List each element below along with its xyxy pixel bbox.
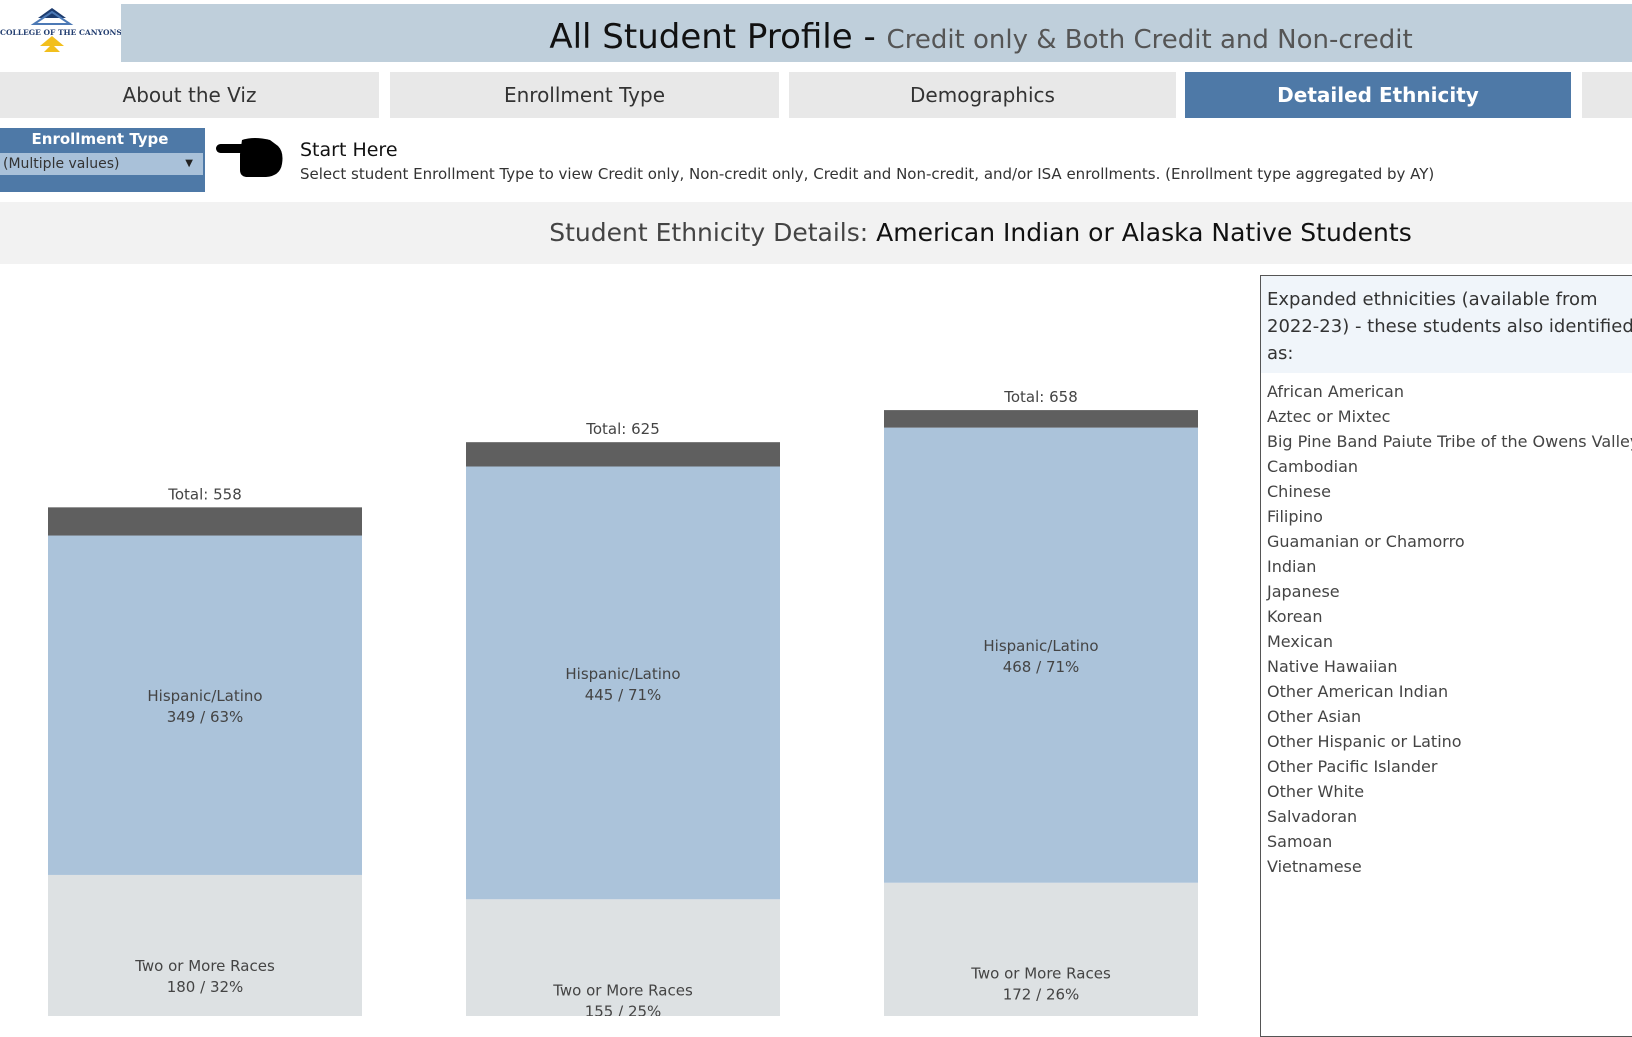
expanded-ethnicities-list: African American Aztec or Mixtec Big Pine … — [1261, 373, 1632, 879]
ethnicity-list-item: Cambodian — [1267, 457, 1359, 476]
pointing-hand-icon — [216, 138, 283, 177]
panel-heading: Expanded ethnicities (available from 202… — [1261, 276, 1632, 373]
section-title-lead: Student Ethnicity Details: — [549, 218, 877, 247]
start-here-instructions: Select student Enrollment Type to view C… — [300, 165, 1435, 183]
bar-segment[interactable] — [48, 507, 362, 536]
enrollment-type-dropdown[interactable]: (Multiple values) ▼ — [0, 153, 203, 175]
tab-detailed-ethnicity[interactable]: Detailed Ethnicity — [1185, 72, 1571, 118]
bar-total-label: Total: 558 — [167, 485, 241, 503]
segment-label: Two or More Races — [552, 981, 693, 999]
bar-segment[interactable] — [884, 410, 1198, 428]
segment-label: Hispanic/Latino — [983, 637, 1098, 655]
bar-segment[interactable] — [466, 466, 780, 900]
segment-label: Two or More Races — [970, 965, 1111, 983]
ethnicity-list-item: Native Hawaiian — [1267, 657, 1398, 676]
bar-segment[interactable] — [48, 874, 362, 1016]
filter-label: Enrollment Type — [31, 130, 169, 148]
ethnicity-list-item: Aztec or Mixtec — [1267, 407, 1391, 426]
ethnicity-list-item: Korean — [1267, 607, 1323, 626]
section-band — [0, 202, 1632, 264]
tab-about-the-viz[interactable]: About the Viz — [0, 72, 379, 118]
header-bar — [121, 4, 1632, 62]
ethnicity-list-item: Chinese — [1267, 482, 1331, 501]
segment-value-label: 155 / 25% — [585, 1002, 662, 1016]
ethnicity-list-item: African American — [1267, 382, 1404, 401]
segment-label: Two or More Races — [134, 957, 275, 975]
filter-value: (Multiple values) — [3, 156, 120, 172]
segment-value-label: 180 / 32% — [167, 978, 244, 996]
segment-value-label: 349 / 63% — [167, 708, 244, 726]
bar-total-label: Total: 658 — [1003, 388, 1077, 406]
tab-demographics[interactable]: Demographics — [789, 72, 1176, 118]
bar-segment[interactable] — [884, 882, 1198, 1016]
ethnicity-list-item: Big Pine Band Paiute Tribe of the Owens … — [1267, 432, 1632, 451]
logo-text: COLLEGE OF THE CANYONS — [0, 28, 122, 37]
ethnicity-list-item: Salvadoran — [1267, 807, 1358, 826]
ethnicity-list-item: Other Asian — [1267, 707, 1362, 726]
segment-value-label: 445 / 71% — [585, 686, 662, 704]
section-title: Student Ethnicity Details: American Indi… — [0, 202, 1632, 264]
ethnicity-list-item: Other White — [1267, 782, 1365, 801]
segment-value-label: 172 / 26% — [1003, 986, 1080, 1004]
segment-label: Hispanic/Latino — [147, 687, 262, 705]
ethnicity-list-item: Guamanian or Chamorro — [1267, 532, 1465, 551]
section-title-highlight: American Indian or Alaska Native Student… — [876, 218, 1412, 247]
ethnicity-list-item: Japanese — [1267, 582, 1340, 601]
bar-total-label: Total: 625 — [585, 420, 659, 438]
chevron-down-icon[interactable]: ▼ — [185, 158, 193, 169]
page-title: All Student Profile - Credit only & Both… — [121, 4, 1632, 62]
tab-more[interactable] — [1582, 72, 1632, 118]
page-title-main: All Student Profile - — [549, 17, 887, 57]
ethnicity-list-item: Indian — [1267, 557, 1317, 576]
logo-mark-icon — [30, 8, 74, 52]
page-title-subtitle: Credit only & Both Credit and Non-credit — [886, 25, 1413, 55]
ethnicity-list-item: Vietnamese — [1267, 857, 1362, 876]
ethnicity-list-item: Filipino — [1267, 507, 1323, 526]
college-logo: COLLEGE OF THE CANYONS — [0, 4, 122, 62]
bar-segment[interactable] — [466, 442, 780, 467]
ethnicity-list-item: Samoan — [1267, 832, 1333, 851]
start-here-title: Start Here — [300, 139, 398, 161]
bar-segment[interactable] — [884, 427, 1198, 883]
ethnicity-stacked-bar-chart: Two or More Races 180 / 32% Hispanic/Latin… — [48, 388, 1198, 1016]
tab-enrollment-type[interactable]: Enrollment Type — [390, 72, 779, 118]
ethnicity-list-item: Other Pacific Islander — [1267, 757, 1438, 776]
enrollment-type-filter: Enrollment Type (Multiple values) ▼ — [0, 128, 205, 192]
bar-segment[interactable] — [466, 899, 780, 1016]
expanded-ethnicities-panel: Expanded ethnicities (available from 202… — [1260, 275, 1632, 1037]
ethnicity-list-item: Mexican — [1267, 632, 1334, 651]
segment-value-label: 468 / 71% — [1003, 658, 1080, 676]
segment-label: Hispanic/Latino — [565, 665, 680, 683]
ethnicity-list-item: Other American Indian — [1267, 682, 1449, 701]
ethnicity-list-item: Other Hispanic or Latino — [1267, 732, 1462, 751]
bar-segment[interactable] — [48, 535, 362, 875]
